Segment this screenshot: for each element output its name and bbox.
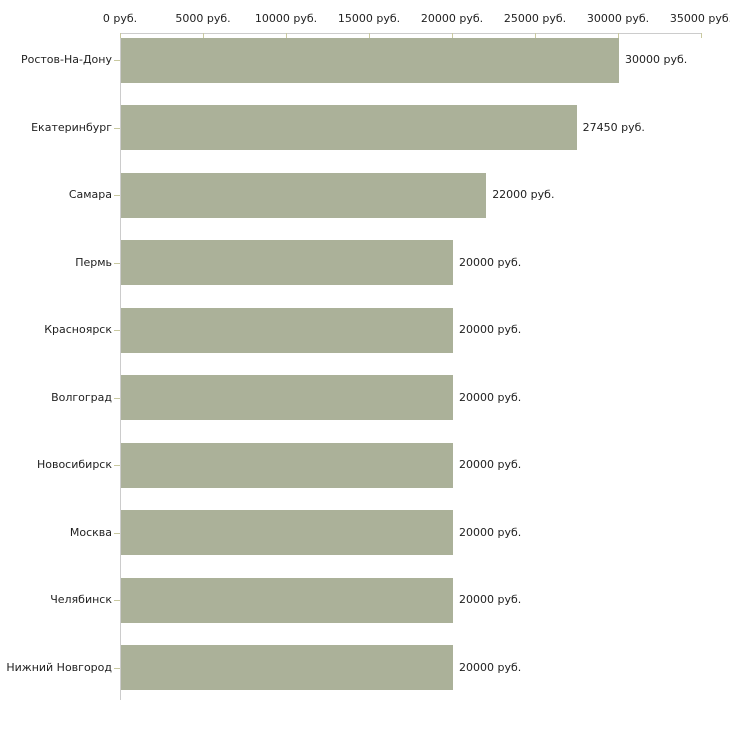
bar bbox=[121, 105, 577, 150]
category-label: Ростов-На-Дону bbox=[20, 53, 112, 66]
category-axis-tick bbox=[114, 127, 120, 129]
bar-value-label: 20000 руб. bbox=[459, 660, 522, 674]
bar bbox=[121, 510, 453, 555]
value-axis-tick bbox=[452, 33, 453, 38]
category-axis-tick bbox=[114, 600, 120, 601]
category-axis-tick bbox=[114, 60, 120, 61]
value-axis-tick-label: 20000 руб. bbox=[420, 12, 484, 25]
category-label: Екатеринбург bbox=[31, 120, 112, 134]
value-axis-tick-label: 5000 руб. bbox=[175, 12, 231, 25]
category-label: Москва bbox=[69, 525, 112, 539]
category-axis-tick bbox=[114, 195, 120, 196]
value-axis-tick bbox=[369, 33, 370, 38]
category-axis-tick bbox=[114, 330, 120, 331]
category-axis-tick bbox=[114, 667, 120, 669]
top-value-axis-line bbox=[120, 33, 702, 34]
bar bbox=[121, 240, 453, 285]
category-label: Нижний Новгород bbox=[6, 660, 112, 674]
value-axis-tick bbox=[701, 33, 702, 38]
bar-value-label: 20000 руб. bbox=[459, 323, 522, 336]
bar bbox=[121, 307, 453, 353]
value-axis-tick-label: 0 руб. bbox=[102, 12, 138, 25]
bar bbox=[121, 577, 453, 623]
category-axis-tick bbox=[114, 532, 120, 534]
category-axis-tick bbox=[114, 397, 120, 399]
bar bbox=[121, 172, 487, 218]
category-axis-tick bbox=[114, 465, 120, 466]
bar-value-label: 22000 руб. bbox=[492, 188, 555, 201]
value-axis-tick-label: 30000 руб. bbox=[586, 12, 650, 25]
left-category-axis-line bbox=[120, 33, 121, 700]
category-label: Челябинск bbox=[50, 593, 112, 606]
bar-value-label: 27450 руб. bbox=[582, 120, 645, 134]
value-axis-tick bbox=[286, 33, 287, 38]
value-axis-tick bbox=[618, 33, 619, 38]
bar-value-label: 20000 руб. bbox=[459, 525, 522, 539]
bar bbox=[121, 442, 453, 488]
category-label: Волгоград bbox=[51, 390, 112, 404]
category-label: Новосибирск bbox=[36, 458, 112, 471]
bar-value-label: 20000 руб. bbox=[459, 255, 522, 269]
category-label: Красноярск bbox=[44, 323, 112, 336]
value-axis-tick-label: 35000 руб. bbox=[669, 12, 730, 25]
value-axis-tick-label: 15000 руб. bbox=[337, 12, 401, 25]
bar-value-label: 30000 руб. bbox=[625, 53, 688, 66]
value-axis-tick-label: 10000 руб. bbox=[254, 12, 318, 25]
bar-value-label: 20000 руб. bbox=[459, 458, 522, 471]
bar-value-label: 20000 руб. bbox=[459, 390, 522, 404]
value-axis-tick bbox=[120, 33, 121, 38]
bar-value-label: 20000 руб. bbox=[459, 593, 522, 606]
bar bbox=[121, 37, 619, 83]
bar bbox=[121, 645, 453, 690]
value-axis-tick-label: 25000 руб. bbox=[503, 12, 567, 25]
value-axis-tick bbox=[203, 33, 204, 38]
category-label: Самара bbox=[68, 188, 112, 201]
value-axis-tick bbox=[535, 33, 536, 38]
bar bbox=[121, 375, 453, 420]
category-label: Пермь bbox=[75, 255, 112, 269]
category-axis-tick bbox=[114, 262, 120, 264]
